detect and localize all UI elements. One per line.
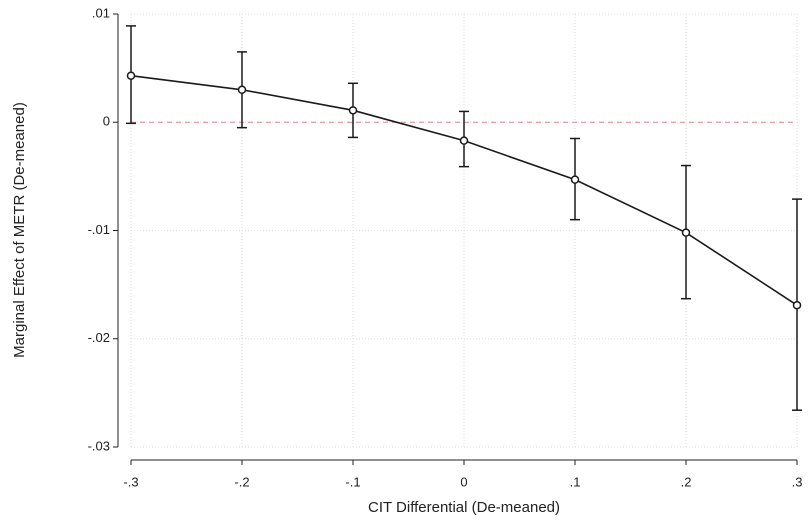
point (237, 85, 247, 95)
y-axis-title: Marginal Effect of METR (De-meaned) (11, 102, 28, 358)
x-tick-label: -.3 (123, 474, 138, 489)
x-tick-label: -.1 (345, 474, 360, 489)
point (681, 228, 691, 237)
y-tick-label: -.02 (88, 330, 110, 345)
point (348, 106, 358, 115)
x-tick-label: .3 (792, 474, 803, 489)
y-tick-label: -.03 (88, 438, 110, 453)
point (570, 175, 580, 184)
point (126, 71, 136, 80)
x-tick-label: .1 (570, 474, 581, 489)
x-tick-label: -.2 (234, 474, 249, 489)
y-tick-label: .01 (92, 5, 110, 20)
x-tick-label: .2 (681, 474, 692, 489)
point (459, 136, 469, 145)
y-tick-label: -.01 (88, 222, 110, 237)
y-tick-label: 0 (103, 114, 110, 129)
point (792, 300, 802, 310)
x-tick-label: 0 (460, 474, 467, 489)
x-axis-title: CIT Differential (De-meaned) (368, 499, 560, 516)
